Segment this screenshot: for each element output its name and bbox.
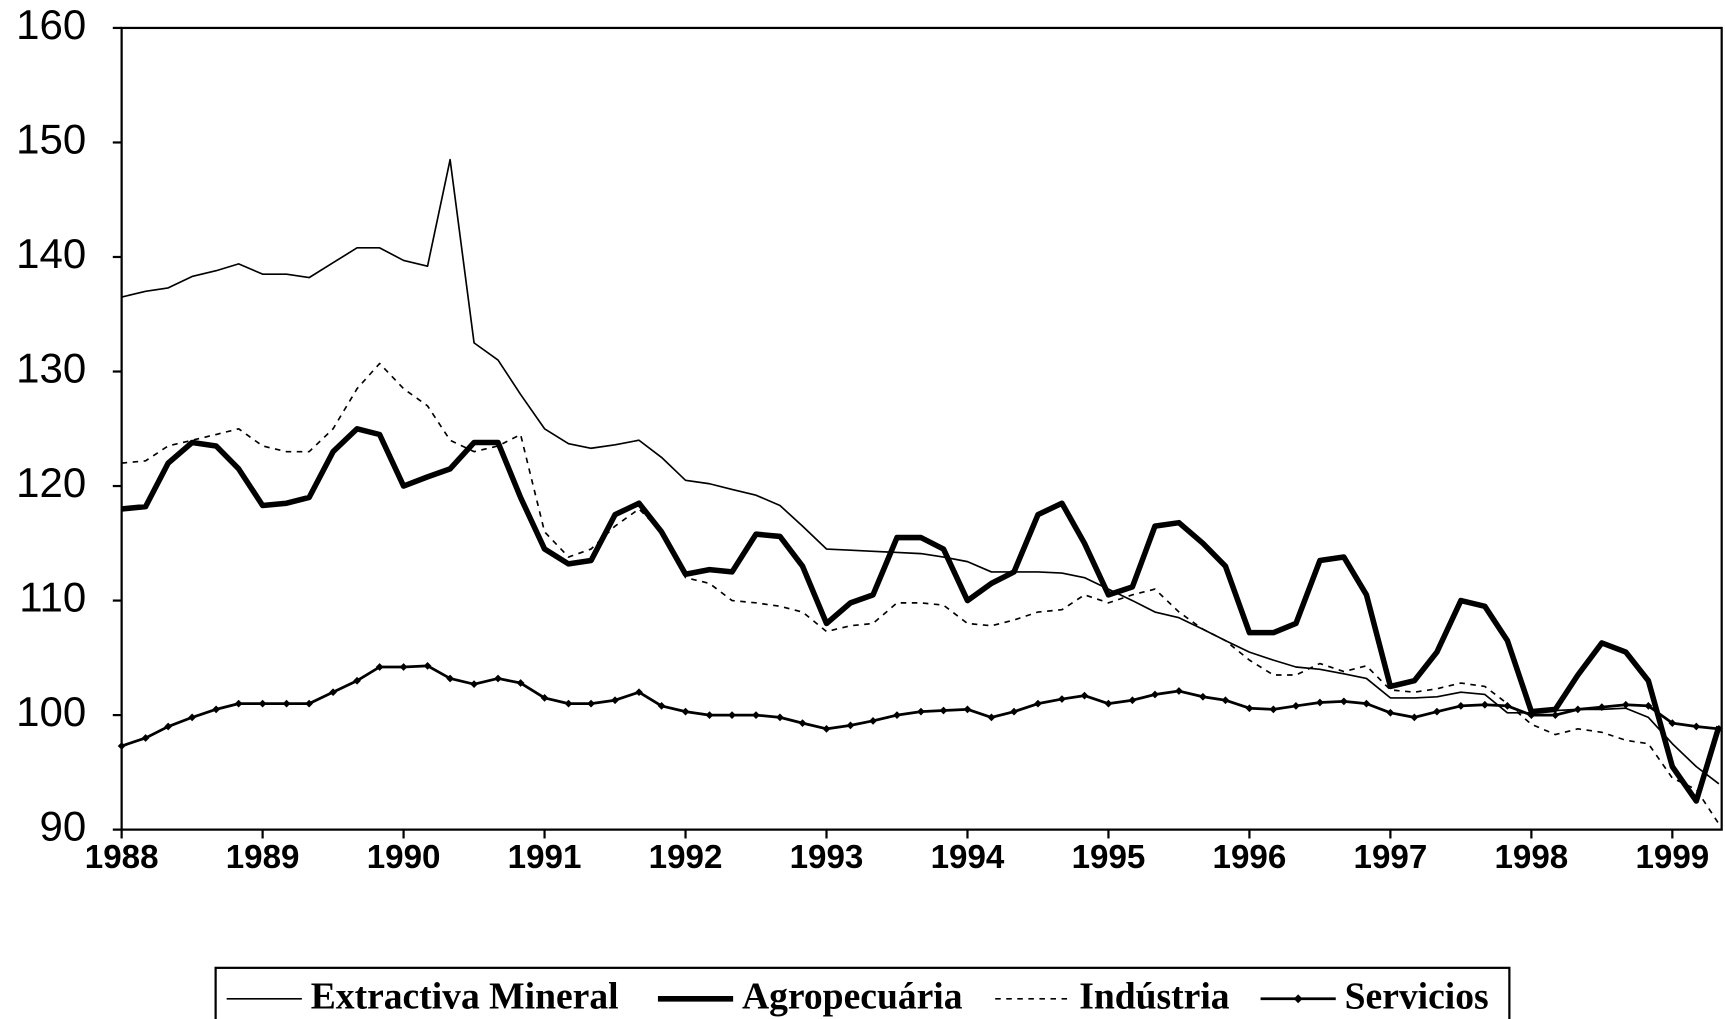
point-marker [1410,713,1419,722]
y-tick-label: 100 [16,688,86,735]
point-marker [752,711,760,719]
point-marker [212,705,220,714]
point-marker [1199,692,1207,701]
point-marker [1058,695,1066,703]
x-tick-label: 1996 [1213,839,1287,876]
x-tick-label: 1991 [508,839,582,876]
point-marker [681,707,690,716]
legend-item: Servicios [1260,977,1489,1018]
x-tick-label: 1989 [226,839,300,876]
point-marker [917,707,925,716]
point-marker [893,711,901,719]
point-marker [282,699,291,708]
point-marker [1480,700,1489,709]
series-line [121,158,1720,785]
x-tick-label: 1995 [1072,839,1146,876]
x-tick-label: 1988 [85,839,159,876]
point-marker [1292,702,1300,710]
point-marker [1080,691,1089,700]
legend-label: Servicios [1345,977,1489,1018]
point-marker [1151,690,1159,699]
y-tick-label: 130 [16,345,86,392]
y-tick-label: 150 [16,116,86,163]
point-marker [1551,711,1560,719]
point-marker [353,676,361,685]
point-marker [822,724,831,733]
point-marker [446,674,454,683]
point-marker [1104,699,1113,708]
point-marker [869,716,877,725]
point-marker [117,742,126,750]
legend-marker [1293,994,1303,1004]
legend-item: Extractiva Mineral [226,977,619,1018]
plot-frame [120,26,1723,831]
legend-label: Extractiva Mineral [311,977,619,1018]
point-marker [1340,697,1348,706]
point-marker [635,688,643,697]
x-tick-label: 1998 [1494,839,1568,876]
legend-item: Indústria [995,977,1230,1018]
point-marker [1574,705,1582,714]
point-marker [611,696,619,705]
point-marker [188,713,196,722]
point-marker [399,663,408,671]
point-marker [963,705,972,714]
point-marker [1269,705,1278,714]
x-tick-label: 1990 [367,839,441,876]
point-marker [1433,707,1441,716]
point-marker [1128,696,1137,705]
y-tick-label: 120 [16,459,86,506]
point-marker [728,711,736,719]
point-marker [1316,698,1324,707]
point-marker [234,699,243,708]
x-tick-label: 1994 [931,839,1005,876]
point-marker [1714,724,1723,733]
point-marker [494,674,502,683]
point-marker [657,702,666,710]
point-marker [375,663,384,671]
point-marker [846,721,855,730]
legend-label: Agropecuária [742,977,963,1018]
series-line [121,362,1720,825]
legend-label: Indústria [1079,977,1230,1018]
x-tick-label: 1992 [649,839,723,876]
y-tick-label: 110 [19,574,86,621]
legend-item: Agropecuária [657,977,963,1018]
point-marker [470,680,478,689]
point-marker [1692,722,1701,731]
x-tick-label: 1999 [1635,839,1709,876]
point-marker [1175,687,1183,695]
y-tick-label: 90 [40,803,87,850]
point-marker [564,699,573,708]
point-marker [587,699,595,708]
point-marker [939,706,948,715]
point-marker [1621,700,1630,709]
point-marker [1362,699,1371,708]
point-marker [1527,711,1536,719]
point-marker [1503,702,1512,710]
point-marker [1245,704,1254,713]
point-marker [1386,708,1395,717]
x-tick-label: 1997 [1354,839,1428,876]
legend-box [214,966,1511,1019]
point-marker [705,711,714,719]
point-marker [258,699,267,708]
series-line [121,426,1722,804]
point-marker [987,713,996,722]
y-tick-label: 140 [16,230,86,277]
point-marker [776,713,784,722]
x-tick-label: 1993 [790,839,864,876]
y-tick-label: 160 [16,1,86,48]
point-marker [1034,699,1042,708]
point-marker [1644,702,1653,710]
point-marker [1668,719,1677,727]
point-marker [1221,696,1230,705]
point-marker [798,719,807,727]
point-marker [1010,707,1018,716]
point-marker [423,661,432,670]
point-marker [1457,702,1465,710]
series-line [121,664,1720,748]
